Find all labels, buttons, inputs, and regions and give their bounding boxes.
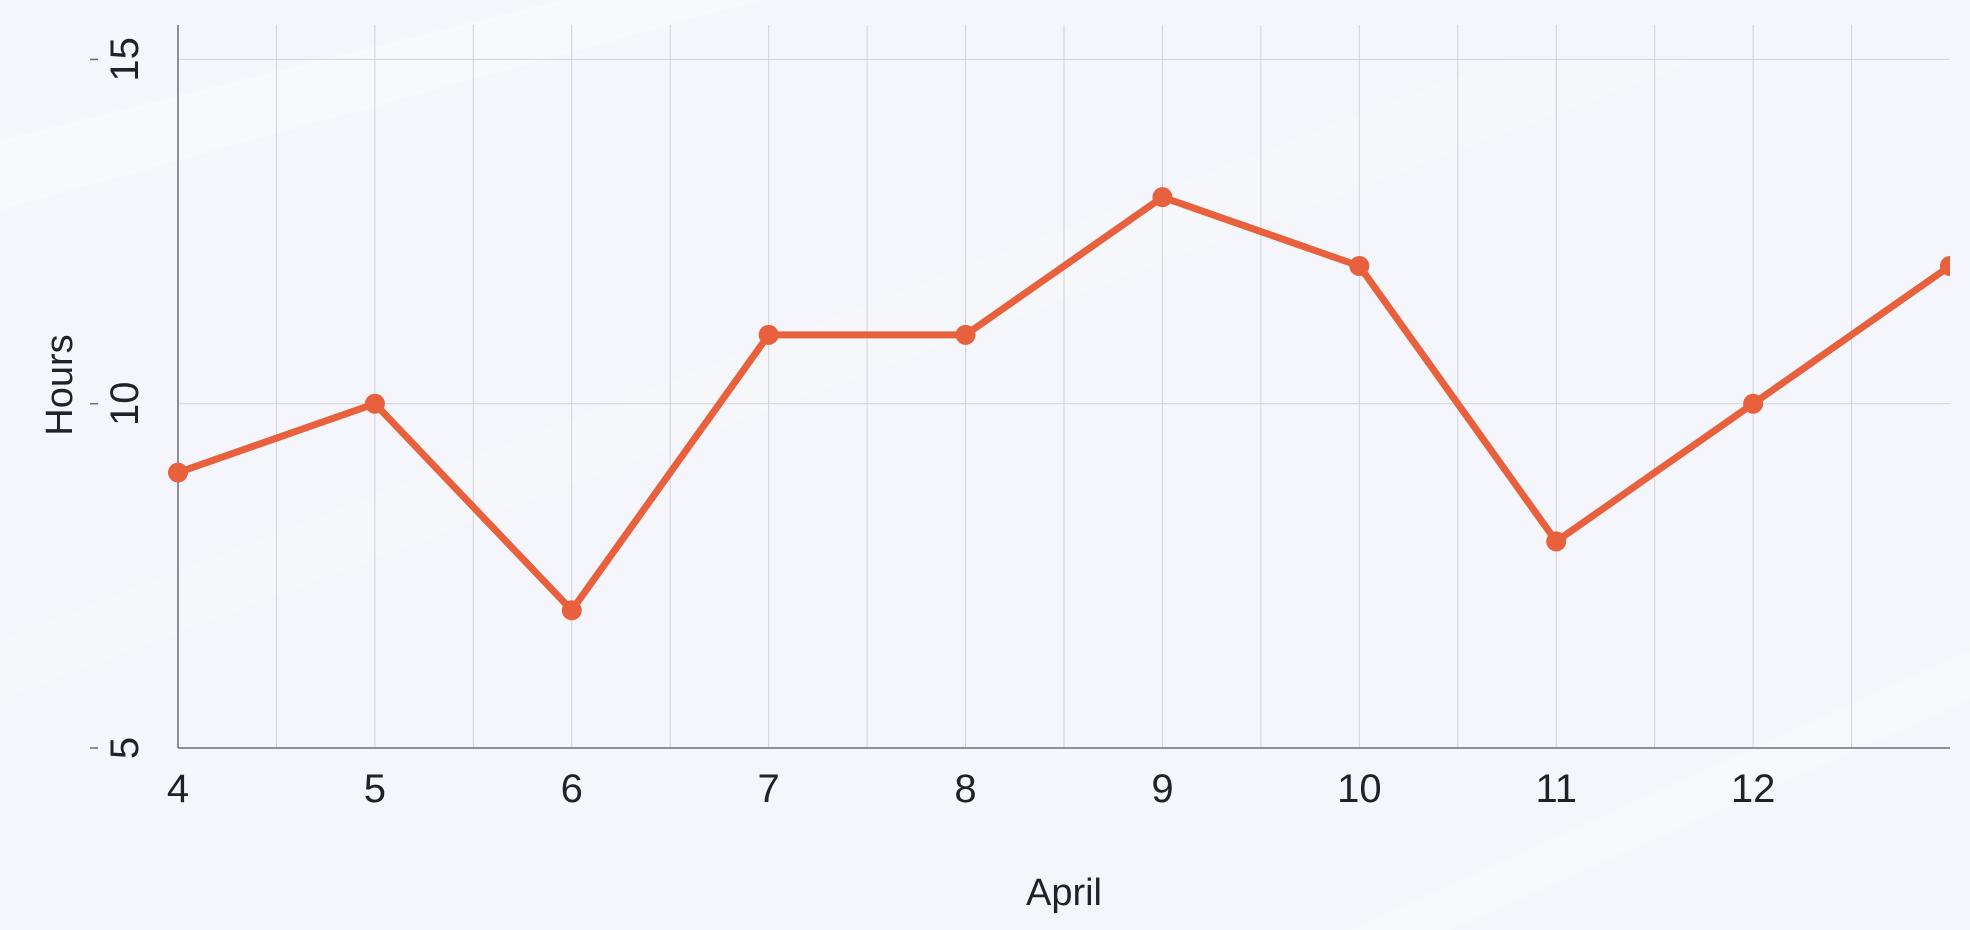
x-tick-label: 9 bbox=[1151, 767, 1173, 811]
data-point[interactable] bbox=[955, 324, 976, 345]
data-point[interactable] bbox=[1743, 393, 1764, 414]
series-line bbox=[174, 193, 1950, 614]
data-point[interactable] bbox=[1152, 187, 1173, 208]
data-point[interactable] bbox=[1940, 256, 1960, 276]
data-point[interactable] bbox=[1349, 256, 1370, 276]
x-tick-label: 10 bbox=[1337, 767, 1382, 811]
x-tick-label: 6 bbox=[561, 767, 583, 811]
data-point[interactable] bbox=[758, 324, 779, 345]
data-point[interactable] bbox=[561, 600, 582, 621]
x-tick-label: 11 bbox=[1535, 767, 1577, 811]
y-tick-label: 15 bbox=[103, 37, 147, 82]
x-axis-title: April bbox=[1026, 872, 1102, 914]
x-tick-label: 7 bbox=[758, 767, 780, 811]
series-layer bbox=[168, 187, 1960, 621]
x-tick-label: 5 bbox=[364, 767, 386, 811]
y-tick-label: 5 bbox=[103, 737, 147, 759]
y-axis-title: Hours bbox=[39, 334, 81, 435]
grid bbox=[178, 25, 1950, 748]
x-tick-label: 4 bbox=[167, 767, 189, 811]
data-point[interactable] bbox=[1546, 531, 1567, 552]
x-tick-label: 8 bbox=[954, 767, 976, 811]
data-point[interactable] bbox=[168, 462, 188, 483]
data-point[interactable] bbox=[364, 393, 385, 414]
y-tick-label: 10 bbox=[103, 381, 147, 426]
x-tick-label: 12 bbox=[1731, 767, 1776, 811]
